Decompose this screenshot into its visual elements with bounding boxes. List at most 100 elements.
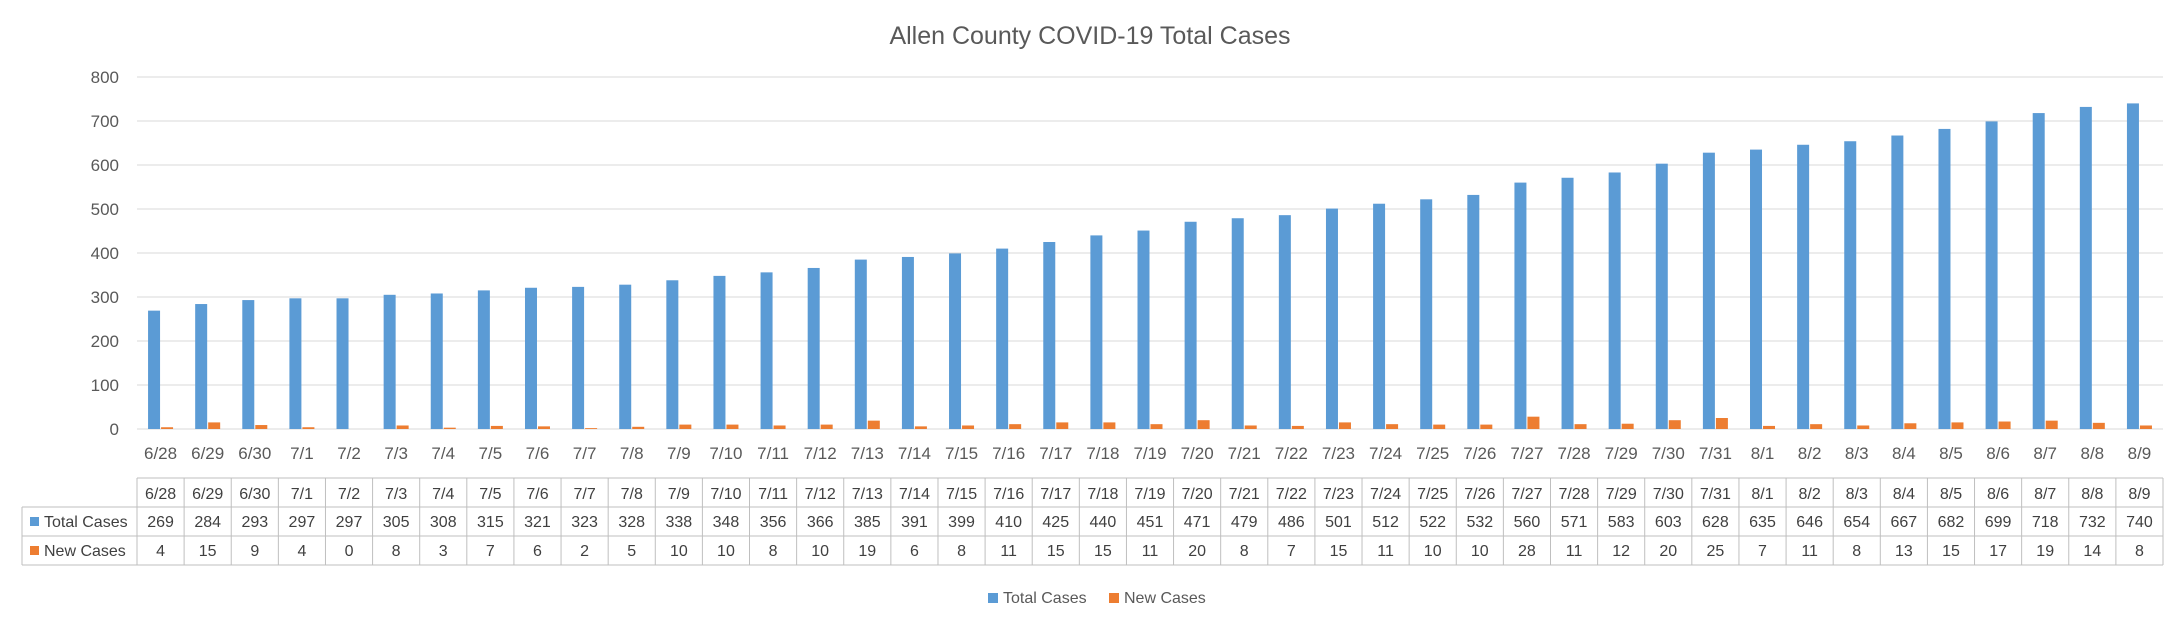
table-value-cell: 305 — [383, 514, 410, 531]
bar-new-cases — [1810, 424, 1823, 429]
x-tick-label: 7/10 — [709, 444, 742, 463]
x-tick-label: 7/5 — [479, 444, 503, 463]
table-header-cell: 7/25 — [1417, 486, 1448, 503]
x-tick-label: 8/7 — [2033, 444, 2057, 463]
table-value-cell: 10 — [811, 543, 829, 560]
table-header-cell: 7/18 — [1087, 486, 1118, 503]
bar-total-cases — [1750, 149, 1763, 429]
x-tick-label: 7/7 — [573, 444, 597, 463]
table-value-cell: 501 — [1325, 514, 1352, 531]
table-header-cell: 7/24 — [1370, 486, 1401, 503]
y-tick-label: 600 — [91, 156, 119, 175]
bar-total-cases — [148, 310, 161, 429]
bar-new-cases — [773, 425, 786, 429]
table-header-cell: 7/3 — [385, 486, 407, 503]
table-value-cell: 8 — [1240, 543, 1249, 560]
table-header-cell: 7/14 — [899, 486, 930, 503]
table-value-cell: 0 — [345, 543, 354, 560]
chart-title: Allen County COVID-19 Total Cases — [889, 22, 1290, 50]
table-value-cell: 486 — [1278, 514, 1305, 531]
x-tick-label: 7/13 — [851, 444, 884, 463]
x-tick-label: 8/5 — [1939, 444, 1963, 463]
table-value-cell: 8 — [2135, 543, 2144, 560]
table-value-cell: 635 — [1749, 514, 1776, 531]
data-table: 6/28 6/29 6/30 7/1 7/2 7/3 7/4 7/5 7/6 7/7 7/8 7/9 7… — [21, 477, 2164, 566]
y-tick-label: 300 — [91, 288, 119, 307]
bar-new-cases — [1291, 425, 1304, 429]
table-value-cell: 8 — [957, 543, 966, 560]
bar-total-cases — [1373, 203, 1386, 429]
table-value-cell: 532 — [1466, 514, 1493, 531]
table-value-cell: 12 — [1612, 543, 1630, 560]
table-value-cell: 682 — [1938, 514, 1965, 531]
bar-new-cases — [1668, 420, 1681, 429]
table-value-cell: 399 — [948, 514, 975, 531]
table-header-cell: 7/19 — [1134, 486, 1165, 503]
bar-total-cases — [1938, 128, 1951, 430]
table-value-cell: 654 — [1843, 514, 1870, 531]
bar-total-cases — [1797, 144, 1810, 429]
legend: Total Cases New Cases — [988, 590, 1206, 607]
bar-total-cases — [1702, 152, 1715, 429]
table-value-cell: 8 — [1852, 543, 1861, 560]
table-header-cell: 7/6 — [526, 486, 548, 503]
bar-total-cases — [1608, 172, 1621, 430]
y-axis-ticks: 0 100 200 300 400 500 600 700 800 — [91, 68, 119, 439]
x-tick-label: 7/9 — [667, 444, 691, 463]
x-tick-label: 6/29 — [191, 444, 224, 463]
bar-new-cases — [1150, 424, 1163, 429]
bar-new-cases — [726, 424, 739, 429]
table-value-cell: 471 — [1184, 514, 1211, 531]
bar-new-cases — [867, 420, 880, 429]
x-tick-label: 7/14 — [898, 444, 931, 463]
table-value-cell: 19 — [858, 543, 876, 560]
bar-total-cases — [1467, 194, 1480, 429]
bar-total-cases — [760, 272, 773, 429]
bar-new-cases — [537, 426, 550, 429]
bar-new-cases — [302, 427, 315, 429]
table-header-cell: 7/15 — [946, 486, 977, 503]
bar-total-cases — [1325, 208, 1338, 429]
table-value-cell: 297 — [289, 514, 316, 531]
table-header-cell: 7/31 — [1700, 486, 1731, 503]
table-value-cell: 328 — [618, 514, 645, 531]
bar-total-cases — [572, 286, 585, 429]
x-tick-label: 8/1 — [1751, 444, 1775, 463]
table-header-cell: 7/7 — [573, 486, 595, 503]
y-tick-label: 0 — [110, 420, 119, 439]
bar-new-cases — [1103, 422, 1116, 429]
bar-new-cases — [396, 425, 409, 429]
bar-new-cases — [820, 424, 833, 429]
table-value-cell: 479 — [1231, 514, 1258, 531]
table-value-cell: 28 — [1518, 543, 1536, 560]
x-tick-label: 7/24 — [1369, 444, 1402, 463]
table-header-cell: 8/4 — [1893, 486, 1915, 503]
bar-new-cases — [490, 425, 503, 429]
bar-new-cases — [1197, 420, 1210, 429]
x-tick-label: 7/29 — [1605, 444, 1638, 463]
table-header-cell: 7/28 — [1558, 486, 1589, 503]
bar-new-cases — [632, 426, 645, 429]
table-header-cell: 8/3 — [1846, 486, 1868, 503]
table-value-cell: 425 — [1042, 514, 1069, 531]
bar-total-cases — [2032, 113, 2045, 429]
table-row-label: New Cases — [44, 543, 126, 560]
x-tick-label: 8/6 — [1986, 444, 2010, 463]
bar-new-cases — [1009, 424, 1022, 429]
bars — [148, 103, 2152, 430]
table-header-cell: 7/8 — [621, 486, 643, 503]
bar-total-cases — [1043, 242, 1056, 429]
bar-new-cases — [2045, 420, 2058, 429]
bar-new-cases — [1433, 424, 1446, 429]
table-value-cell: 11 — [1801, 543, 1818, 560]
bar-new-cases — [1386, 424, 1399, 429]
table-value-cell: 284 — [194, 514, 221, 531]
table-header-cell: 7/5 — [479, 486, 501, 503]
table-value-cell: 11 — [1566, 543, 1583, 560]
bar-new-cases — [679, 424, 692, 429]
gridlines — [137, 76, 2163, 430]
table-value-cell: 410 — [995, 514, 1022, 531]
table-value-cell: 17 — [1989, 543, 2007, 560]
table-header-cell: 7/4 — [432, 486, 454, 503]
